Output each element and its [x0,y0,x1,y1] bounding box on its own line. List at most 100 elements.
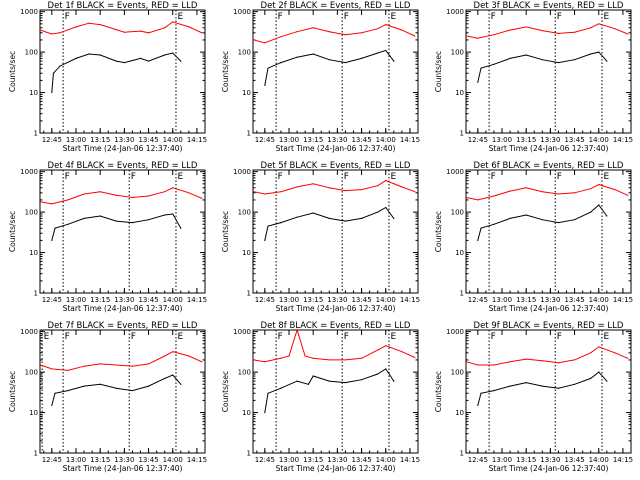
annotation-label: F [131,332,136,342]
data-point [541,59,543,61]
x-tick-label: 13:30 [114,296,134,304]
y-tick-label: 10 [455,249,464,257]
data-point [83,365,85,367]
data-point [598,204,600,206]
annotation-label: F [278,172,283,182]
data-point [147,219,150,221]
data-point [598,183,600,186]
y-axis-label: Counts/sec [221,211,230,252]
data-point [598,51,600,53]
data-point [509,29,511,31]
data-point [267,392,269,394]
series-line-lld [253,24,416,44]
x-tick-label: 13:30 [540,456,560,464]
x-tick-label: 13:15 [90,136,110,144]
data-point [201,32,203,34]
data-point [377,211,379,213]
data-point [509,57,511,59]
data-point [377,52,379,54]
data-point [296,31,298,33]
annotation-label: F [278,12,283,22]
y-tick-label: 10 [29,89,38,97]
data-point [385,345,387,347]
data-point [598,371,600,373]
y-tick-label: 1000 [233,8,251,16]
data-point [252,359,255,361]
data-point [493,364,495,366]
data-point [493,195,495,197]
y-tick-label: 1 [34,290,38,298]
data-point [401,351,403,353]
x-tick-label: 13:45 [564,296,584,304]
data-point [147,60,150,62]
data-point [525,358,527,360]
data-point [312,212,314,214]
data-point [557,32,560,35]
data-point [99,363,101,365]
y-tick-label: 1 [34,130,38,138]
x-tick-label: 13:30 [540,136,560,144]
data-point [54,227,56,229]
annotation-label: E [177,172,183,182]
panel-title: Det 8f BLACK = Events, RED = LLD [261,321,411,331]
data-point [172,52,174,54]
x-tick-label: 14:15 [187,136,207,144]
data-point [147,195,150,197]
data-point [172,351,174,353]
data-point [344,382,347,384]
annotation-label: E [177,332,183,342]
data-point [590,53,592,55]
x-tick-label: 13:00 [66,136,86,144]
x-tick-label: 14:15 [187,456,207,464]
data-point [131,222,134,224]
y-tick-label: 10 [455,409,464,417]
annotation-label: F [557,172,562,182]
annotation-label: F [491,12,496,22]
data-point [201,361,203,363]
data-point [296,56,298,58]
data-point [541,191,543,193]
data-point [39,364,42,366]
data-point [557,387,560,389]
annotation-label: F [344,172,349,182]
data-point [344,34,347,36]
x-tick-label: 12:45 [42,296,62,304]
data-point [480,227,482,229]
data-point [477,81,479,83]
x-tick-label: 14:15 [400,296,420,304]
y-tick-label: 100 [238,209,251,217]
plot-frame [39,329,206,454]
data-point [328,59,330,61]
data-point [477,37,479,39]
panel-8: Det 8f BLACK = Events, RED = LLD 1 10 100 10… [221,321,420,473]
annotation-label: F [344,12,349,22]
y-tick-label: 100 [25,369,38,377]
data-point [493,389,495,392]
data-point [590,27,592,29]
panel-title: Det 9f BLACK = Events, RED = LLD [474,321,624,331]
y-tick-label: 10 [29,249,38,257]
data-point [573,192,576,194]
panel-title: Det 1f BLACK = Events, RED = LLD [48,1,198,11]
x-tick-label: 13:00 [66,296,86,304]
x-tick-label: 13:15 [516,136,536,144]
series-line-lld [40,187,202,205]
x-tick-label: 13:00 [66,456,86,464]
data-point [627,33,629,35]
y-axis-label: Counts/sec [434,211,443,252]
data-point [280,62,282,64]
x-tick-label: 13:15 [90,456,110,464]
x-tick-label: 14:00 [163,136,183,144]
data-point [465,196,468,199]
data-point [88,22,90,24]
data-point [88,53,90,55]
x-tick-label: 12:45 [255,456,275,464]
data-point [393,60,395,62]
series-line-lld [466,346,628,366]
data-point [51,203,53,205]
x-tick-label: 13:15 [303,456,323,464]
data-point [115,194,117,196]
data-point [296,380,298,382]
data-point [180,60,182,62]
